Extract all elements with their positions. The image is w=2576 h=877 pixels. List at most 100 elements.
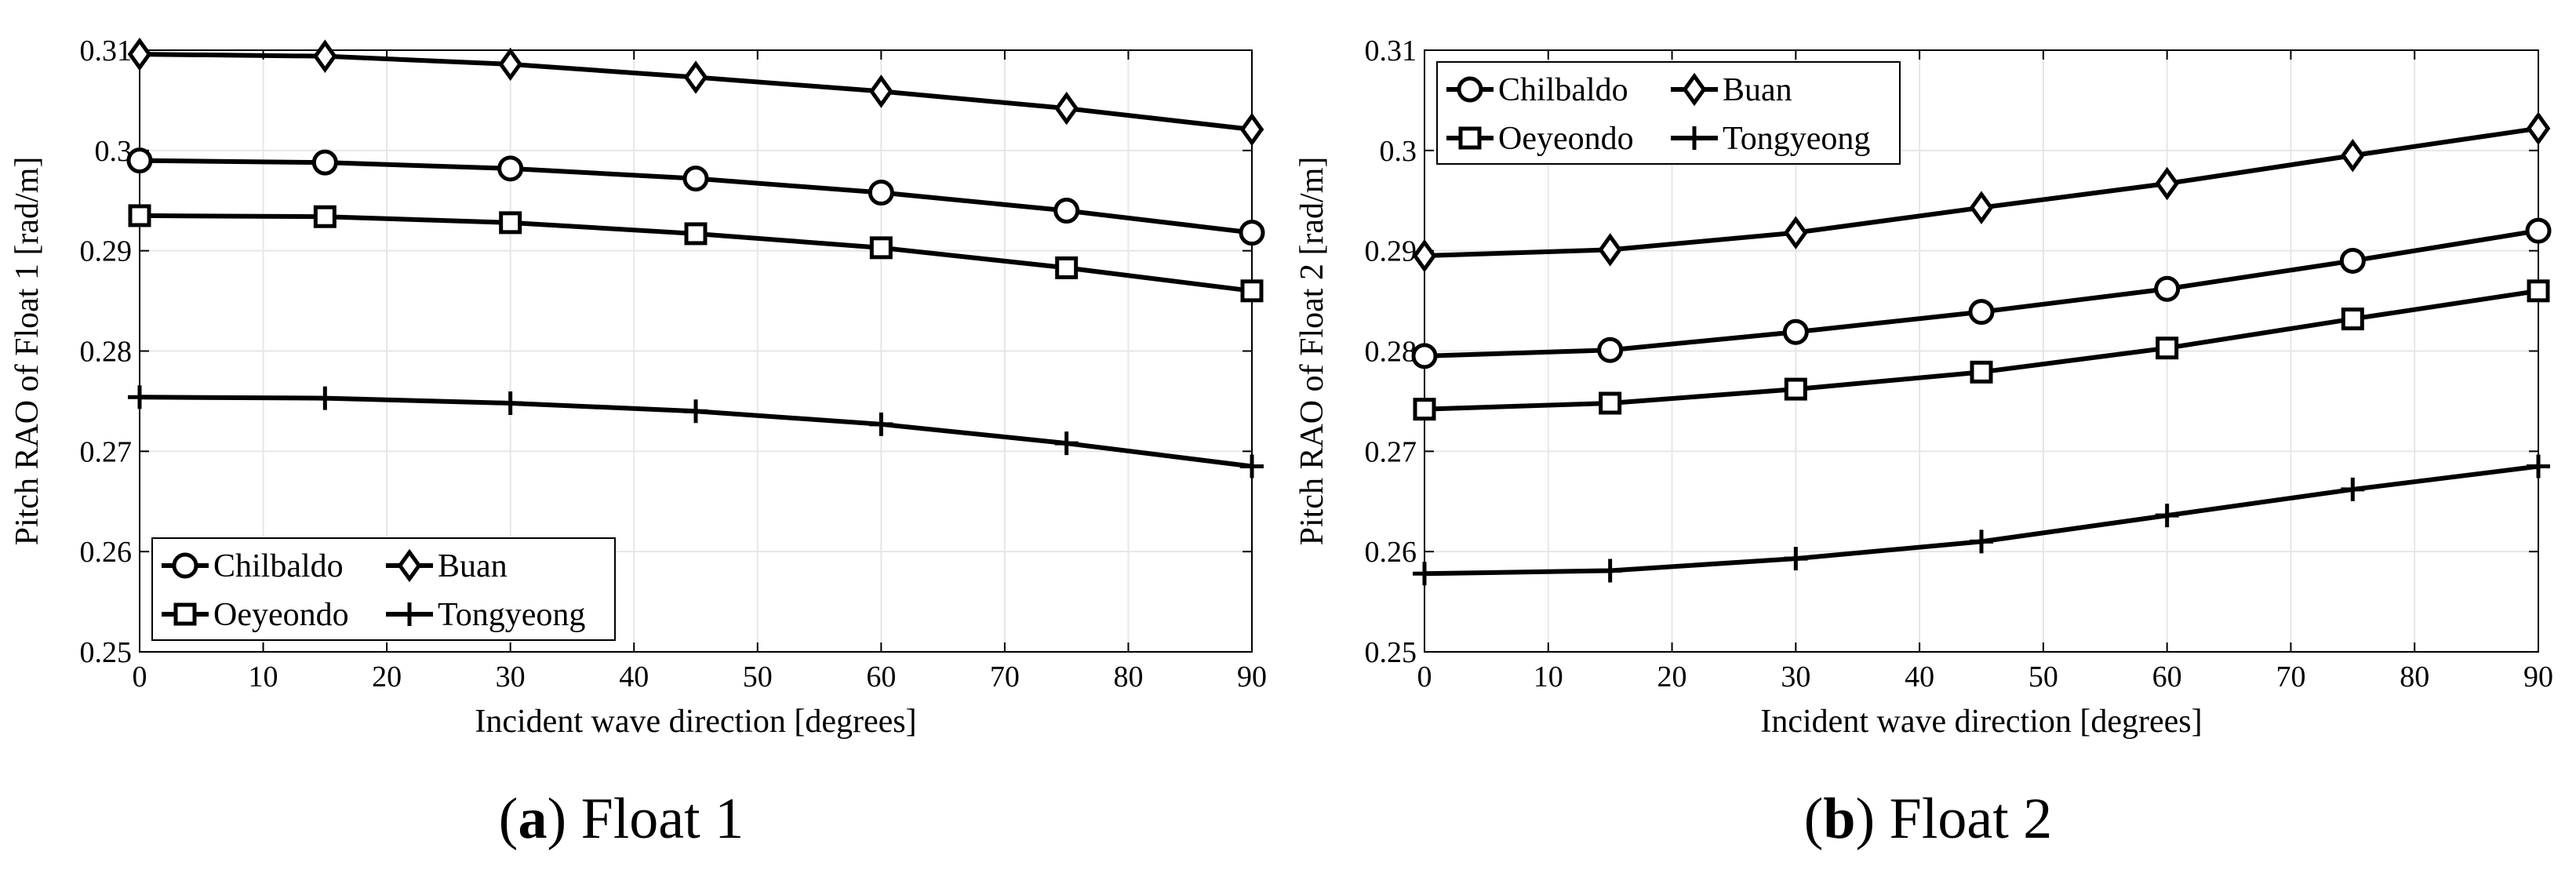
- chart-2-series-oeyeondo-point: [1599, 391, 1622, 415]
- chart-2-legend-box: [1436, 61, 1901, 165]
- chart-2-series-tongyeong: [1413, 454, 2550, 586]
- chart-2-series-buan-point: [1784, 216, 1808, 249]
- chart-1-x-tick-label: 20: [372, 660, 402, 693]
- chart-2-series-chilbaldo-point: [2525, 217, 2552, 244]
- chart-1-series-tongyeong-point: [1240, 454, 1264, 479]
- chart-2-x-tick-label: 0: [1417, 660, 1432, 693]
- chart-1-series-oeyeondo-point: [684, 222, 708, 246]
- chart-1-x-tick-label: 50: [743, 660, 773, 693]
- chart-2-legend-item-buan-label: Buan: [1723, 72, 1792, 108]
- chart-2-y-tick-label: 0.31: [1365, 35, 1417, 67]
- chart-2-series-tongyeong-point: [2341, 477, 2365, 501]
- chart-2-y-tick-label: 0.3: [1380, 135, 1417, 168]
- chart-2-x-tick-label: 20: [1657, 660, 1687, 693]
- chart-2-series-tongyeong-point: [1970, 529, 1993, 554]
- chart-2-legend: Chilbaldo Buan Oeyeondo Tongyeong: [1436, 61, 1901, 165]
- chart-2-x-tick-label: 40: [1905, 660, 1934, 693]
- chart-2-legend-item-tongyeong-marker: [1683, 126, 1706, 150]
- chart-1-series-buan-point: [1054, 91, 1079, 126]
- chart-2-x-tick-label: 60: [2152, 660, 2182, 693]
- chart-2-series-buan-point: [2341, 138, 2365, 173]
- chart-2-series-buan-point: [1969, 191, 1994, 224]
- chart-1-series-tongyeong-point: [869, 412, 893, 436]
- chart-1-series-oeyeondo-point: [313, 205, 337, 228]
- chart-2-x-axis-title: Incident wave direction [degrees]: [1760, 704, 2202, 740]
- chart-2-series-oeyeondo: [1413, 279, 2550, 421]
- chart-1-y-tick-label: 0.31: [80, 35, 133, 67]
- chart-1-series-chilbaldo-point: [1239, 220, 1265, 246]
- chart-1-x-tick-label: 40: [619, 660, 649, 693]
- chart-2-series-buan: [1412, 111, 2551, 273]
- chart-1-x-tick-label: 70: [990, 660, 1020, 693]
- chart-2-series-tongyeong-point: [1413, 562, 1436, 586]
- chart-1-y-tick-label: 0.26: [80, 536, 133, 569]
- chart-1-y-tick-label: 0.25: [80, 636, 133, 669]
- chart-2-series-oeyeondo-point: [2156, 337, 2179, 360]
- chart-1-series-oeyeondo-point: [1055, 256, 1079, 279]
- chart-1-x-tick-label: 60: [866, 660, 896, 693]
- chart-2-x-tick-label: 80: [2400, 660, 2429, 693]
- chart-1-series-tongyeong-point: [128, 385, 151, 409]
- caption-float-1: (a) Float 1: [499, 787, 744, 851]
- chart-2-series-chilbaldo-point: [1782, 318, 1809, 345]
- chart-1-legend-item-chilbaldo-label: Chilbaldo: [213, 548, 344, 584]
- chart-2-series-tongyeong-point: [1598, 559, 1622, 583]
- chart-2-legend-item-buan-marker: [1682, 72, 1707, 107]
- chart-1-series-tongyeong-point: [684, 399, 708, 424]
- chart-2-y-tick-label: 0.28: [1365, 336, 1417, 369]
- caption-float-2: (b) Float 2: [1804, 787, 2053, 851]
- chart-2-series-chilbaldo-point: [2339, 247, 2366, 274]
- chart-2-series-tongyeong-point: [2527, 454, 2550, 479]
- chart-2-series-chilbaldo-point: [1968, 299, 1995, 326]
- chart-1-legend-item-chilbaldo-marker: [172, 552, 198, 579]
- chart-1-y-tick-label: 0.27: [80, 435, 133, 468]
- chart-1-series-chilbaldo-point: [868, 180, 894, 206]
- chart-1-series-oeyeondo-point: [499, 211, 522, 235]
- chart-2-series-tongyeong-point: [2155, 504, 2179, 528]
- chart-1-x-axis-title: Incident wave direction [degrees]: [475, 704, 916, 740]
- chart-1-y-tick-label: 0.28: [80, 336, 133, 369]
- chart-1-legend-item-oeyeondo-marker: [173, 602, 197, 626]
- chart-1-x-tick-label: 10: [249, 660, 278, 693]
- chart-2-legend-item-oeyeondo-label: Oeyeondo: [1498, 121, 1634, 157]
- chart-1-y-tick-label: 0.29: [80, 235, 133, 268]
- chart-2-legend-item-oeyeondo-marker: [1458, 126, 1482, 150]
- chart-2-series-oeyeondo-point: [1413, 398, 1436, 421]
- chart-1-series-tongyeong: [128, 385, 1264, 479]
- chart-1-series-tongyeong-point: [498, 391, 522, 415]
- chart-1-series-chilbaldo: [126, 147, 1265, 246]
- chart-1-series-tongyeong-point: [313, 386, 337, 410]
- chart-2-y-tick-label: 0.29: [1365, 235, 1417, 268]
- chart-1-legend-box: [151, 537, 616, 641]
- chart-1-y-tick-label: 0.3: [95, 135, 133, 168]
- chart-2-legend-item-chilbaldo-marker: [1457, 76, 1483, 103]
- chart-1-series-chilbaldo-point: [682, 166, 709, 192]
- chart-1-series-oeyeondo-point: [128, 204, 151, 227]
- chart-1-legend-item-tongyeong-marker: [398, 602, 421, 626]
- chart-float-2: 0 10 20 30 40 50 60 70 80 90 0.25 0.26 0.27 0.28 0.29 0…: [1294, 35, 2553, 740]
- chart-2-x-tick-label: 50: [2028, 660, 2058, 693]
- chart-1-series-buan-point: [498, 47, 522, 82]
- chart-2-x-tick-label: 10: [1534, 660, 1563, 693]
- chart-2-y-tick-label: 0.25: [1365, 636, 1417, 669]
- chart-2-legend-item-tongyeong-label: Tongyeong: [1723, 121, 1870, 157]
- chart-float-1: 0 10 20 30 40 50 60 70 80 90 0.25 0.26 0.27 0.28 0.29 0…: [9, 35, 1267, 740]
- chart-2-series-chilbaldo-point: [2154, 275, 2181, 302]
- chart-1-series-buan-point: [127, 37, 152, 71]
- chart-2-y-tick-label: 0.27: [1365, 435, 1417, 468]
- chart-1-series-chilbaldo-point: [497, 155, 524, 182]
- chart-2-series-buan-point: [1412, 238, 1437, 273]
- chart-1-legend-item-tongyeong-label: Tongyeong: [438, 597, 585, 633]
- chart-1-series-oeyeondo-point: [1240, 279, 1264, 303]
- chart-1-series-buan-point: [313, 39, 337, 73]
- chart-2-x-tick-label: 70: [2276, 660, 2305, 693]
- chart-2-y-tick-label: 0.26: [1365, 536, 1417, 569]
- chart-1-series-chilbaldo-point: [126, 147, 153, 174]
- chart-2-x-tick-label: 30: [1781, 660, 1810, 693]
- chart-1-series-chilbaldo-point: [311, 149, 338, 176]
- chart-2-series-oeyeondo-point: [1784, 377, 1807, 401]
- chart-1-series-buan: [127, 37, 1264, 147]
- chart-2-series-buan-point: [2155, 166, 2179, 201]
- chart-1-series-buan-point: [683, 60, 708, 94]
